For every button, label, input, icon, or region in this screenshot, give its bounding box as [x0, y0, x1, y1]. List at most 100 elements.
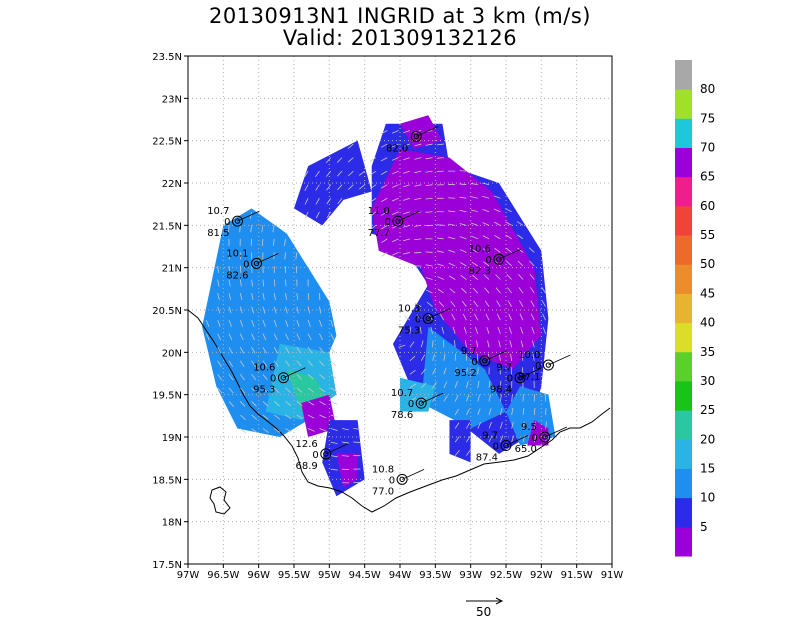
wind-vector — [466, 394, 470, 402]
station-marker-icon — [392, 215, 404, 227]
wind-region — [301, 394, 337, 437]
wind-vector — [296, 320, 300, 327]
station-bottom-value: 87.4 — [476, 452, 498, 463]
station-marker-icon — [500, 439, 512, 451]
wind-vector — [403, 197, 411, 201]
wind-vector — [262, 347, 267, 354]
colorbar-swatch — [675, 351, 692, 382]
wind-vector — [347, 170, 354, 177]
wind-vector — [347, 143, 354, 149]
wind-vector — [533, 367, 535, 375]
colorbar-label: 55 — [700, 228, 715, 242]
wind-vector — [454, 340, 456, 348]
wind-vector — [296, 414, 303, 419]
wind-vector — [484, 287, 490, 294]
wind-vector — [283, 238, 286, 246]
wind-vector — [463, 326, 467, 334]
wind-vector — [262, 374, 268, 381]
map-valid-time: Valid: 201309132126 — [282, 26, 518, 50]
wind-vector — [273, 360, 279, 367]
wind-vector — [392, 211, 399, 215]
wind-vector — [532, 353, 535, 361]
wind-vector — [239, 320, 244, 327]
wind-vector — [530, 300, 535, 307]
wind-vector — [432, 340, 434, 348]
lon-tick-label: 96.5W — [207, 570, 239, 581]
wind-vector — [466, 367, 468, 375]
station-top-value: 9.7 — [461, 346, 477, 357]
station-barb — [498, 248, 522, 260]
station-marker-inner — [280, 375, 287, 381]
station-barb — [519, 367, 543, 379]
wind-vector — [494, 248, 501, 253]
wind-vector — [217, 265, 219, 273]
wind-vector — [485, 313, 490, 321]
wind-vector — [409, 369, 416, 375]
wind-vector — [419, 326, 422, 334]
wind-vector — [228, 320, 232, 327]
colorbar-label: 75 — [700, 111, 715, 125]
wind-vector — [381, 211, 388, 216]
station-marker-inner — [253, 260, 260, 267]
station-marker-inner — [399, 476, 405, 483]
wind-vector — [409, 326, 412, 334]
wind-vector — [319, 306, 322, 314]
wind-vector — [459, 170, 467, 172]
wind-vector — [217, 347, 222, 354]
station-bottom-value: 81.5 — [207, 228, 229, 239]
wind-vector — [319, 360, 325, 367]
wind-vector — [273, 292, 276, 301]
station-top-value: 9.7 — [496, 363, 512, 374]
station-mid-value: 0 — [389, 475, 395, 486]
wind-vector — [520, 327, 524, 334]
lat-tick-label: 21N — [162, 264, 182, 275]
wind-vector — [507, 300, 512, 307]
wind-vector — [522, 407, 525, 416]
wind-vector — [454, 394, 459, 402]
wind-vector — [441, 326, 445, 334]
wind-vector — [325, 157, 332, 164]
wind-vector — [330, 414, 338, 418]
wind-vector — [307, 428, 315, 432]
station-marker-inner — [418, 400, 424, 406]
colorbar-swatch — [675, 497, 692, 528]
station-top-value: 10.7 — [391, 388, 413, 399]
wind-vector — [239, 306, 243, 314]
wind-vector — [432, 381, 437, 389]
wind-vector — [326, 211, 332, 218]
wind-vector — [251, 387, 257, 394]
lon-tick-label: 92W — [530, 570, 553, 581]
coastline-mexico — [187, 309, 611, 513]
wind-vector — [420, 354, 426, 362]
wind-vector — [380, 157, 388, 162]
colorbar-label: 45 — [700, 286, 715, 300]
wind-vector — [425, 277, 433, 280]
wind-vector — [483, 261, 490, 267]
wind-vector — [403, 184, 411, 188]
wind-vector — [330, 401, 338, 405]
station-marker-inner — [425, 315, 431, 322]
wind-vector — [499, 421, 503, 429]
wind-vector — [358, 170, 365, 176]
lat-tick-label: 19N — [162, 433, 182, 444]
wind-vector — [409, 383, 416, 389]
wind-vector — [448, 275, 456, 280]
wind-vector — [348, 184, 354, 190]
wind-vector — [511, 408, 514, 416]
wind-vector — [426, 301, 433, 307]
wind-vector — [392, 170, 399, 175]
wind-vector — [239, 347, 245, 354]
colorbar: 5 10 15 20 25 30 35 40 45 50 55 60 65 70 75 80 — [675, 60, 715, 557]
wind-vector — [239, 387, 246, 394]
wind-vector — [369, 170, 377, 176]
lat-tick-label: 22N — [162, 179, 182, 190]
wind-vector — [488, 435, 493, 443]
colorbar-label: 50 — [700, 257, 715, 271]
wind-vector — [285, 414, 292, 420]
wind-vector — [472, 287, 479, 294]
wind-vector — [425, 184, 433, 187]
